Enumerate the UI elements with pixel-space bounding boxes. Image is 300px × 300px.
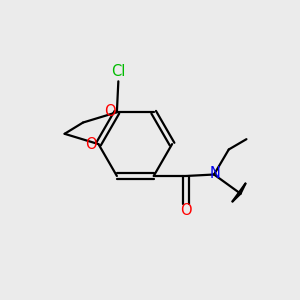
Text: O: O <box>85 137 97 152</box>
Text: N: N <box>210 167 221 182</box>
Text: O: O <box>180 203 192 218</box>
Text: Cl: Cl <box>111 64 125 79</box>
Text: O: O <box>104 104 115 119</box>
